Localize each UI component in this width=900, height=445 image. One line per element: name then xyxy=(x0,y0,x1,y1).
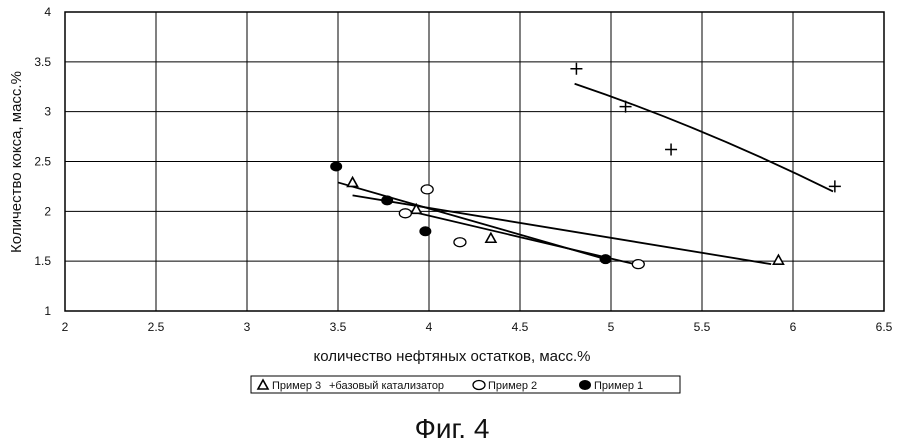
y-tick-label: 1 xyxy=(44,304,51,318)
x-tick-label: 4 xyxy=(426,320,433,334)
data-point-circle-filled-3 xyxy=(599,254,612,265)
legend: Пример 3 +базовый катализатор Пример 2 Прим… xyxy=(250,375,681,394)
data-point-circle-open-3 xyxy=(631,259,645,270)
data-point-triangle-2 xyxy=(484,231,498,244)
figure-caption: Фиг. 4 xyxy=(415,413,490,444)
y-tick-label: 1.5 xyxy=(34,254,51,268)
x-tick-label: 6 xyxy=(790,320,797,334)
trend-line-1 xyxy=(574,82,834,193)
data-point-circle-open-2 xyxy=(453,237,467,248)
data-point-circle-open-1 xyxy=(420,184,434,195)
x-tick-label: 6.5 xyxy=(876,320,893,334)
y-tick-label: 2 xyxy=(44,204,51,218)
x-tick-label: 3 xyxy=(244,320,251,334)
data-markers xyxy=(330,62,841,270)
data-point-circle-filled-2 xyxy=(419,226,432,237)
legend-label: Пример 2 xyxy=(488,380,537,392)
x-tick-label: 5.5 xyxy=(694,320,711,334)
y-axis-label: Количество кокса, масс.% xyxy=(8,71,25,253)
legend-marker-triangle xyxy=(256,378,270,390)
legend-box xyxy=(250,375,681,394)
data-point-plus-3 xyxy=(828,180,841,193)
data-point-plus-1 xyxy=(619,100,632,113)
data-point-plus-0 xyxy=(570,62,583,75)
trend-line-2 xyxy=(410,210,635,266)
grid xyxy=(64,11,885,312)
plot-area xyxy=(64,11,885,312)
data-point-plus-2 xyxy=(665,143,678,156)
x-tick-label: 3.5 xyxy=(330,320,347,334)
data-point-triangle-3 xyxy=(772,253,785,265)
data-point-circle-open-0 xyxy=(398,208,412,219)
y-tick-label: 3 xyxy=(44,105,51,119)
y-tick-label: 3.5 xyxy=(34,55,51,69)
x-tick-label: 4.5 xyxy=(512,320,529,334)
legend-marker-circle-filled xyxy=(579,380,591,390)
x-tick-label: 2 xyxy=(62,320,69,334)
legend-label: Пример 1 xyxy=(594,380,643,392)
data-point-circle-filled-0 xyxy=(330,161,343,172)
data-point-circle-filled-1 xyxy=(381,195,394,206)
y-tick-label: 2.5 xyxy=(34,155,51,169)
data-point-triangle-1 xyxy=(409,202,423,215)
trend-lines xyxy=(337,82,834,266)
tick-labels: 2 2.5 3 3.5 4 4.5 5 5.5 6 6.5 1 1.5 2 2.5 3 3.5 4 xyxy=(34,5,892,334)
x-axis-label: количество нефтяных остатков, масс.% xyxy=(313,348,590,365)
legend-marker-circle-open xyxy=(472,379,486,391)
legend-label: +базовый катализатор xyxy=(329,380,444,392)
y-tick-label: 4 xyxy=(44,5,51,19)
trend-line-3 xyxy=(337,181,606,261)
legend-label: Пример 3 xyxy=(272,380,321,392)
x-tick-label: 2.5 xyxy=(148,320,165,334)
x-tick-label: 5 xyxy=(608,320,615,334)
data-point-triangle-0 xyxy=(346,175,359,188)
